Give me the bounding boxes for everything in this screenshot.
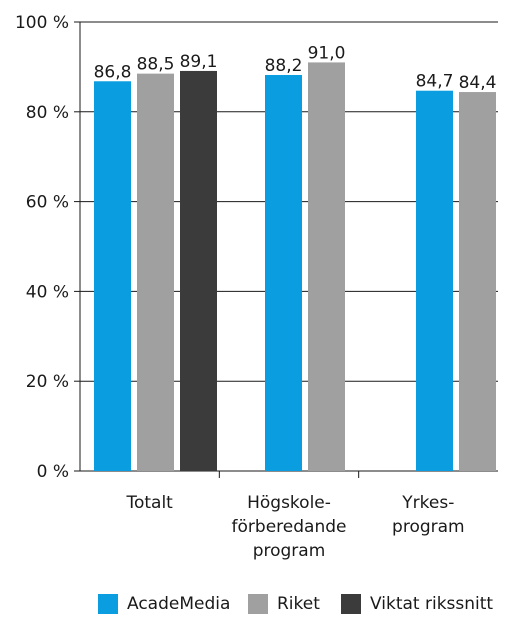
bar-0-0 xyxy=(94,81,131,471)
bar-1-1 xyxy=(308,62,345,471)
category-label-1-2: program xyxy=(253,541,326,561)
y-tick-label-1: 20 % xyxy=(26,372,69,392)
category-label-1-0: Högskole- xyxy=(247,493,331,513)
data-label-0-1: 88,2 xyxy=(265,56,303,76)
y-tick-label-5: 100 % xyxy=(15,13,69,33)
y-tick-label-0: 0 % xyxy=(37,462,69,482)
legend-item-academedia: AcadeMedia xyxy=(98,594,230,614)
data-label-1-1: 91,0 xyxy=(308,43,346,63)
category-label-2-0: Yrkes- xyxy=(401,493,454,513)
bar-chart: 0 % 20 % 40 % 60 % 80 % 100 % 86,8 88,5 89,1 Tota… xyxy=(15,13,498,561)
data-label-1-0: 88,5 xyxy=(137,55,175,75)
y-tick-label-4: 80 % xyxy=(26,103,69,123)
category-label-0-0: Totalt xyxy=(125,493,173,513)
legend-item-riket: Riket xyxy=(248,594,320,614)
legend-label-academedia: AcadeMedia xyxy=(127,594,231,614)
data-label-1-2: 84,4 xyxy=(459,73,497,93)
y-tick-label-3: 60 % xyxy=(26,193,69,213)
data-label-0-0: 86,8 xyxy=(94,62,132,82)
legend-item-viktat-rikssnitt: Viktat rikssnitt xyxy=(341,594,493,614)
legend-swatch-riket xyxy=(248,594,268,614)
legend: AcadeMedia Riket Viktat rikssnitt xyxy=(0,594,525,624)
bar-0-1 xyxy=(265,74,302,472)
bar-1-2 xyxy=(459,92,496,471)
bar-2-0 xyxy=(180,70,217,471)
legend-swatch-academedia xyxy=(98,594,118,614)
data-label-0-2: 84,7 xyxy=(416,72,454,92)
y-tick-label-2: 40 % xyxy=(26,282,69,302)
bar-1-0 xyxy=(137,73,174,471)
legend-swatch-viktat-rikssnitt xyxy=(341,594,361,614)
legend-label-riket: Riket xyxy=(277,594,320,614)
category-label-1-1: förberedande xyxy=(232,517,347,537)
data-label-2-0: 89,1 xyxy=(180,52,218,72)
category-label-2-1: program xyxy=(392,517,465,537)
bar-0-2 xyxy=(416,90,453,472)
legend-label-viktat-rikssnitt: Viktat rikssnitt xyxy=(370,594,494,614)
